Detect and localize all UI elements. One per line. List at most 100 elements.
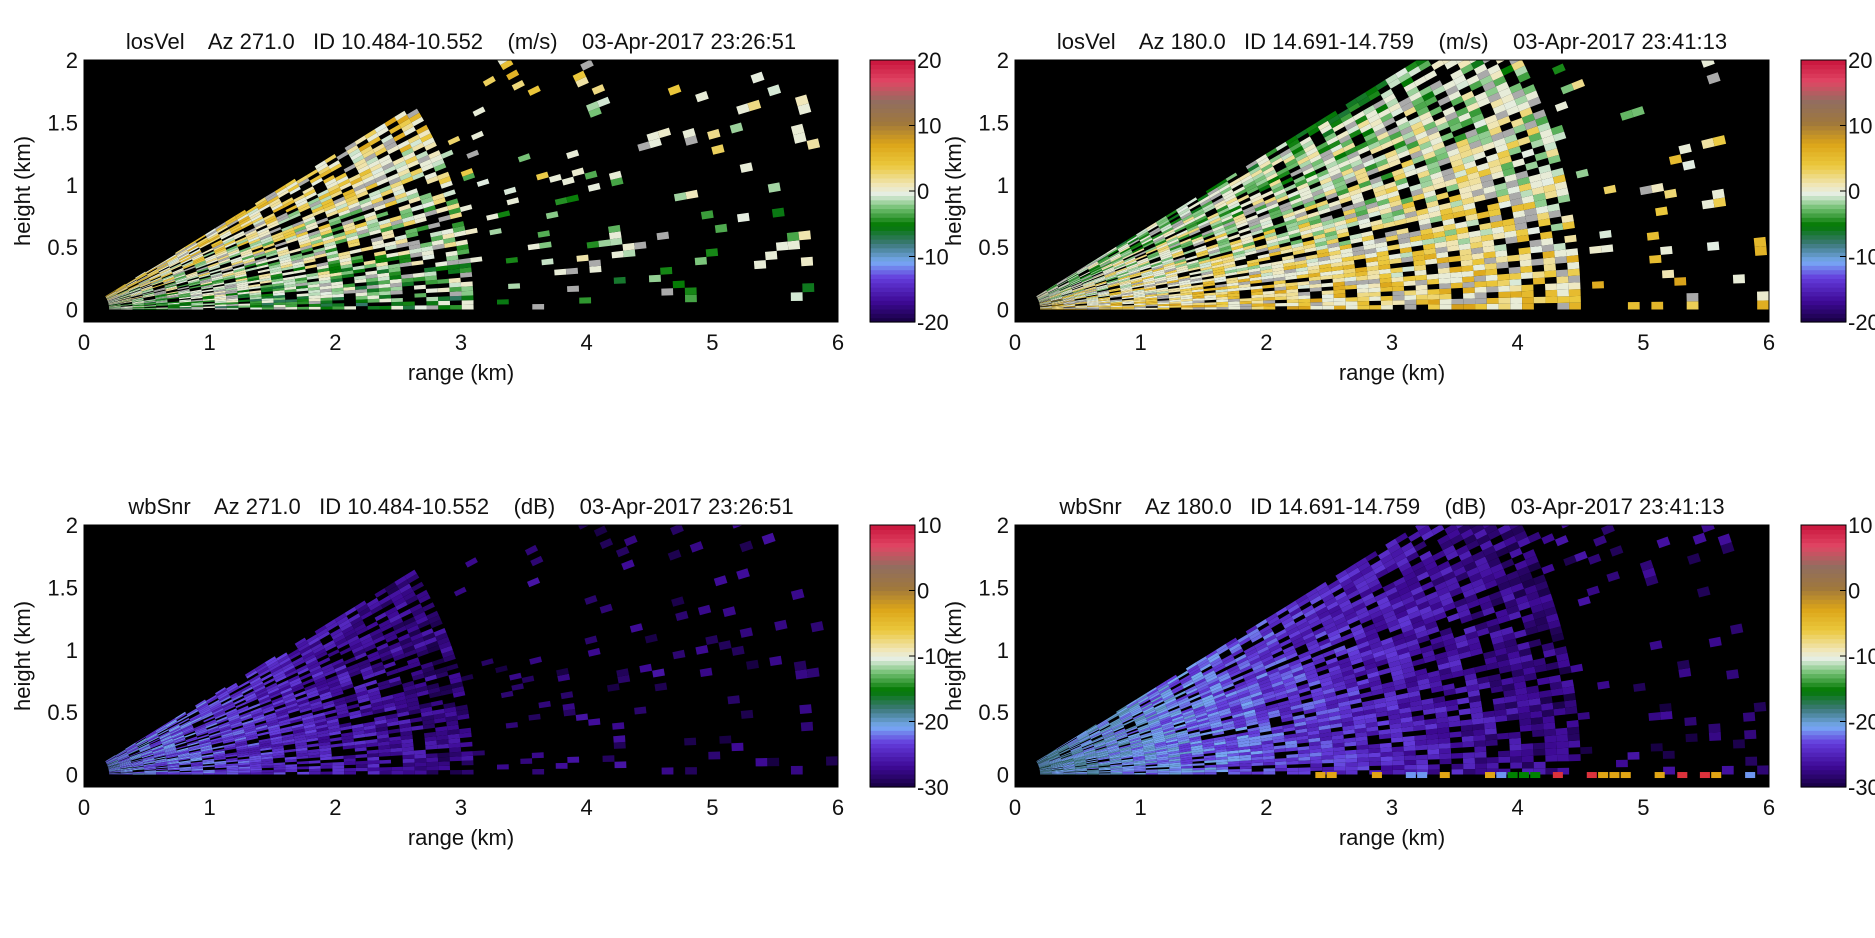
gate-cell-556 xyxy=(1306,257,1319,264)
gate-cell-141 xyxy=(613,741,626,749)
gate-cell-110 xyxy=(109,307,121,309)
gate-cell-932 xyxy=(1050,295,1062,300)
gate-cell-712 xyxy=(152,747,164,753)
gate-cell-291 xyxy=(1520,265,1533,273)
gate-cell-212 xyxy=(319,285,332,290)
gate-cell-86 xyxy=(1557,296,1570,303)
gate-cell-604 xyxy=(369,694,382,701)
gate-cell-894 xyxy=(1050,296,1062,300)
gate-cell-794 xyxy=(1370,219,1383,227)
gate-cell-5 xyxy=(167,773,180,775)
gate-cell-224 xyxy=(1192,295,1205,299)
gate-cell-1239 xyxy=(1486,120,1500,131)
gate-cell-60 xyxy=(1239,303,1252,307)
gate-cell-233 xyxy=(214,294,226,297)
gate-cell-219 xyxy=(1251,756,1263,761)
gate-cell-755 xyxy=(761,532,776,545)
gate-cell-480 xyxy=(280,728,293,734)
gate-cell-565 xyxy=(1410,240,1423,247)
gate-cell-611 xyxy=(697,604,712,616)
gate-cell-27 xyxy=(461,769,474,775)
gate-cell-1027 xyxy=(169,725,181,733)
gate-cell-1216 xyxy=(215,687,226,695)
gate-cell-323 xyxy=(178,294,191,297)
gate-cell-22 xyxy=(403,305,415,310)
gate-cell-196 xyxy=(694,256,707,266)
gate-cell-831 xyxy=(1221,253,1234,259)
gate-cell-507 xyxy=(268,263,281,269)
gate-cell-774 xyxy=(1107,283,1120,288)
gate-cell-153 xyxy=(308,292,321,296)
gate-cell-1192 xyxy=(346,145,359,155)
gate-cell-647 xyxy=(355,225,369,232)
gate-cell-26 xyxy=(450,770,462,775)
gate-cell-719 xyxy=(1452,210,1466,219)
gate-cell-819 xyxy=(260,236,273,243)
gate-cell-80 xyxy=(461,295,474,301)
gate-cell-107 xyxy=(1416,759,1428,765)
gate-cell-387 xyxy=(1331,734,1344,740)
gate-cell-1026 xyxy=(158,731,170,738)
gate-cell-1642 xyxy=(1470,60,1485,70)
gate-cell-266 xyxy=(1332,746,1345,752)
gate-cell-956 xyxy=(309,665,322,673)
gate-cell-581 xyxy=(1074,296,1087,300)
gate-cell-252 xyxy=(260,751,273,756)
gate-cell-271 xyxy=(1414,739,1427,746)
gate-cell-915 xyxy=(106,759,118,765)
gate-cell-1070 xyxy=(106,292,117,298)
colorbar-segment xyxy=(870,295,915,301)
gate-cell-811 xyxy=(689,541,704,553)
gate-cell-1765 xyxy=(1096,254,1108,262)
gate-cell-816 xyxy=(216,253,229,260)
gate-cell-860 xyxy=(118,290,129,296)
gate-cell-928 xyxy=(278,682,291,690)
gate-cell-826 xyxy=(347,201,361,210)
gate-cell-76 xyxy=(1439,299,1452,305)
gate-cell-1182 xyxy=(236,211,248,220)
gate-cell-342 xyxy=(1098,299,1111,302)
gate-cell-708 xyxy=(107,762,120,767)
gate-cell-411 xyxy=(316,264,329,270)
gate-cell-126 xyxy=(1169,766,1182,769)
gate-cell-53 xyxy=(1192,770,1205,773)
gate-cell-763 xyxy=(240,248,252,255)
gate-cell-128 xyxy=(261,763,274,766)
gate-cell-1599 xyxy=(1442,80,1456,91)
gate-cell-418 xyxy=(143,760,155,764)
gate-cell-1781 xyxy=(1327,114,1341,125)
gate-cell-906 xyxy=(343,656,357,665)
gate-cell-1029 xyxy=(1329,203,1342,212)
gate-cell-621 xyxy=(243,725,256,731)
gate-cell-1197 xyxy=(306,634,319,643)
gate-cell-711 xyxy=(141,751,153,756)
plot-title: wbSnr Az 180.0 ID 14.691-14.759 (dB) 03-… xyxy=(1058,494,1724,519)
gate-cell-10 xyxy=(250,307,262,310)
gate-cell-764 xyxy=(1531,186,1545,196)
gate-cell-1335 xyxy=(1188,229,1201,237)
gate-cell-357 xyxy=(259,279,272,284)
gate-cell-714 xyxy=(1349,233,1362,240)
gate-cell-216 xyxy=(378,279,391,285)
gate-cell-223 xyxy=(202,760,215,763)
gate-cell-392 xyxy=(1261,278,1274,283)
gate-cell-427 xyxy=(281,733,294,739)
gate-cell-458 xyxy=(1051,302,1064,305)
gate-cell-355 xyxy=(224,285,237,289)
gate-cell-187 xyxy=(448,742,461,749)
gate-cell-968 xyxy=(117,753,129,759)
gate-cell-802 xyxy=(1461,196,1475,206)
gate-cell-385 xyxy=(1168,289,1181,293)
gate-cell-178 xyxy=(249,294,262,298)
gate-cell-166 xyxy=(1521,284,1534,292)
gate-cell-96 xyxy=(1216,766,1229,770)
gate-cell-742 xyxy=(262,707,275,714)
colorbar-segment xyxy=(870,169,915,175)
gate-cell-507 xyxy=(1202,278,1215,283)
gate-cell-330 xyxy=(1075,766,1087,769)
gate-cell-305 xyxy=(1157,294,1169,298)
gate-cell-626 xyxy=(322,703,335,710)
gate-cell-29 xyxy=(1428,304,1440,310)
gate-cell-823 xyxy=(326,675,339,683)
gate-cell-25 xyxy=(1357,305,1370,310)
